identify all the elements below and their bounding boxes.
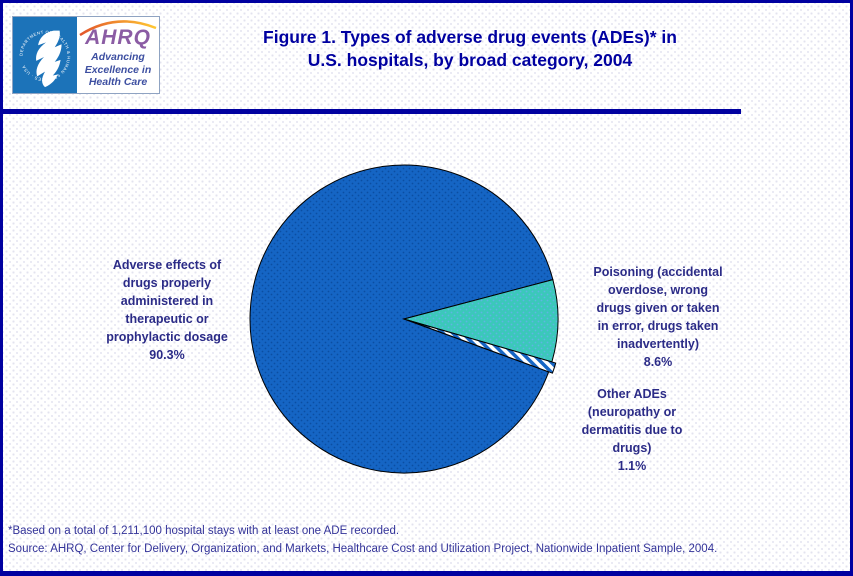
slice-label-poisoning-text: Poisoning (accidental overdose, wrong dr… bbox=[593, 265, 723, 351]
slice-label-other: Other ADEs (neuropathy or dermatitis due… bbox=[542, 385, 722, 475]
ahrq-tagline: Advancing Excellence in Health Care bbox=[84, 51, 152, 88]
source-line: Source: AHRQ, Center for Delivery, Organ… bbox=[8, 543, 718, 555]
slice-label-adverse-text: Adverse effects of drugs properly admini… bbox=[106, 258, 228, 344]
figure-title: Figure 1. Types of adverse drug events (… bbox=[263, 27, 677, 70]
eagle-silhouette bbox=[36, 30, 62, 88]
hhs-seal: DEPARTMENT OF HEALTH & HUMAN SERVICES · … bbox=[13, 17, 77, 93]
ahrq-wordmark: AHRQ bbox=[85, 26, 151, 49]
slice-label-adverse: Adverse effects of drugs properly admini… bbox=[67, 256, 267, 364]
slice-label-adverse-pct: 90.3% bbox=[149, 348, 185, 362]
ahrq-hhs-logo: DEPARTMENT OF HEALTH & HUMAN SERVICES · … bbox=[12, 16, 160, 94]
slice-label-other-pct: 1.1% bbox=[617, 459, 647, 473]
slice-label-poisoning-pct: 8.6% bbox=[643, 355, 673, 369]
header-divider bbox=[3, 109, 741, 114]
ahrq-wordmark-panel: AHRQ Advancing Excellence in Health Care bbox=[77, 17, 159, 93]
ahrq-swoosh-icon bbox=[79, 20, 157, 36]
pie-slice-1 bbox=[402, 278, 559, 363]
hhs-eagle-icon: DEPARTMENT OF HEALTH & HUMAN SERVICES · … bbox=[19, 30, 71, 88]
pie-slice-2 bbox=[407, 319, 557, 374]
pie-chart bbox=[249, 164, 559, 474]
slice-label-other-text: Other ADEs (neuropathy or dermatitis due… bbox=[581, 387, 683, 455]
slice-label-poisoning: Poisoning (accidental overdose, wrong dr… bbox=[578, 263, 738, 371]
footer: *Based on a total of 1,211,100 hospital … bbox=[8, 522, 848, 558]
pie-slice-0 bbox=[249, 164, 554, 474]
footnote: *Based on a total of 1,211,100 hospital … bbox=[8, 525, 400, 537]
